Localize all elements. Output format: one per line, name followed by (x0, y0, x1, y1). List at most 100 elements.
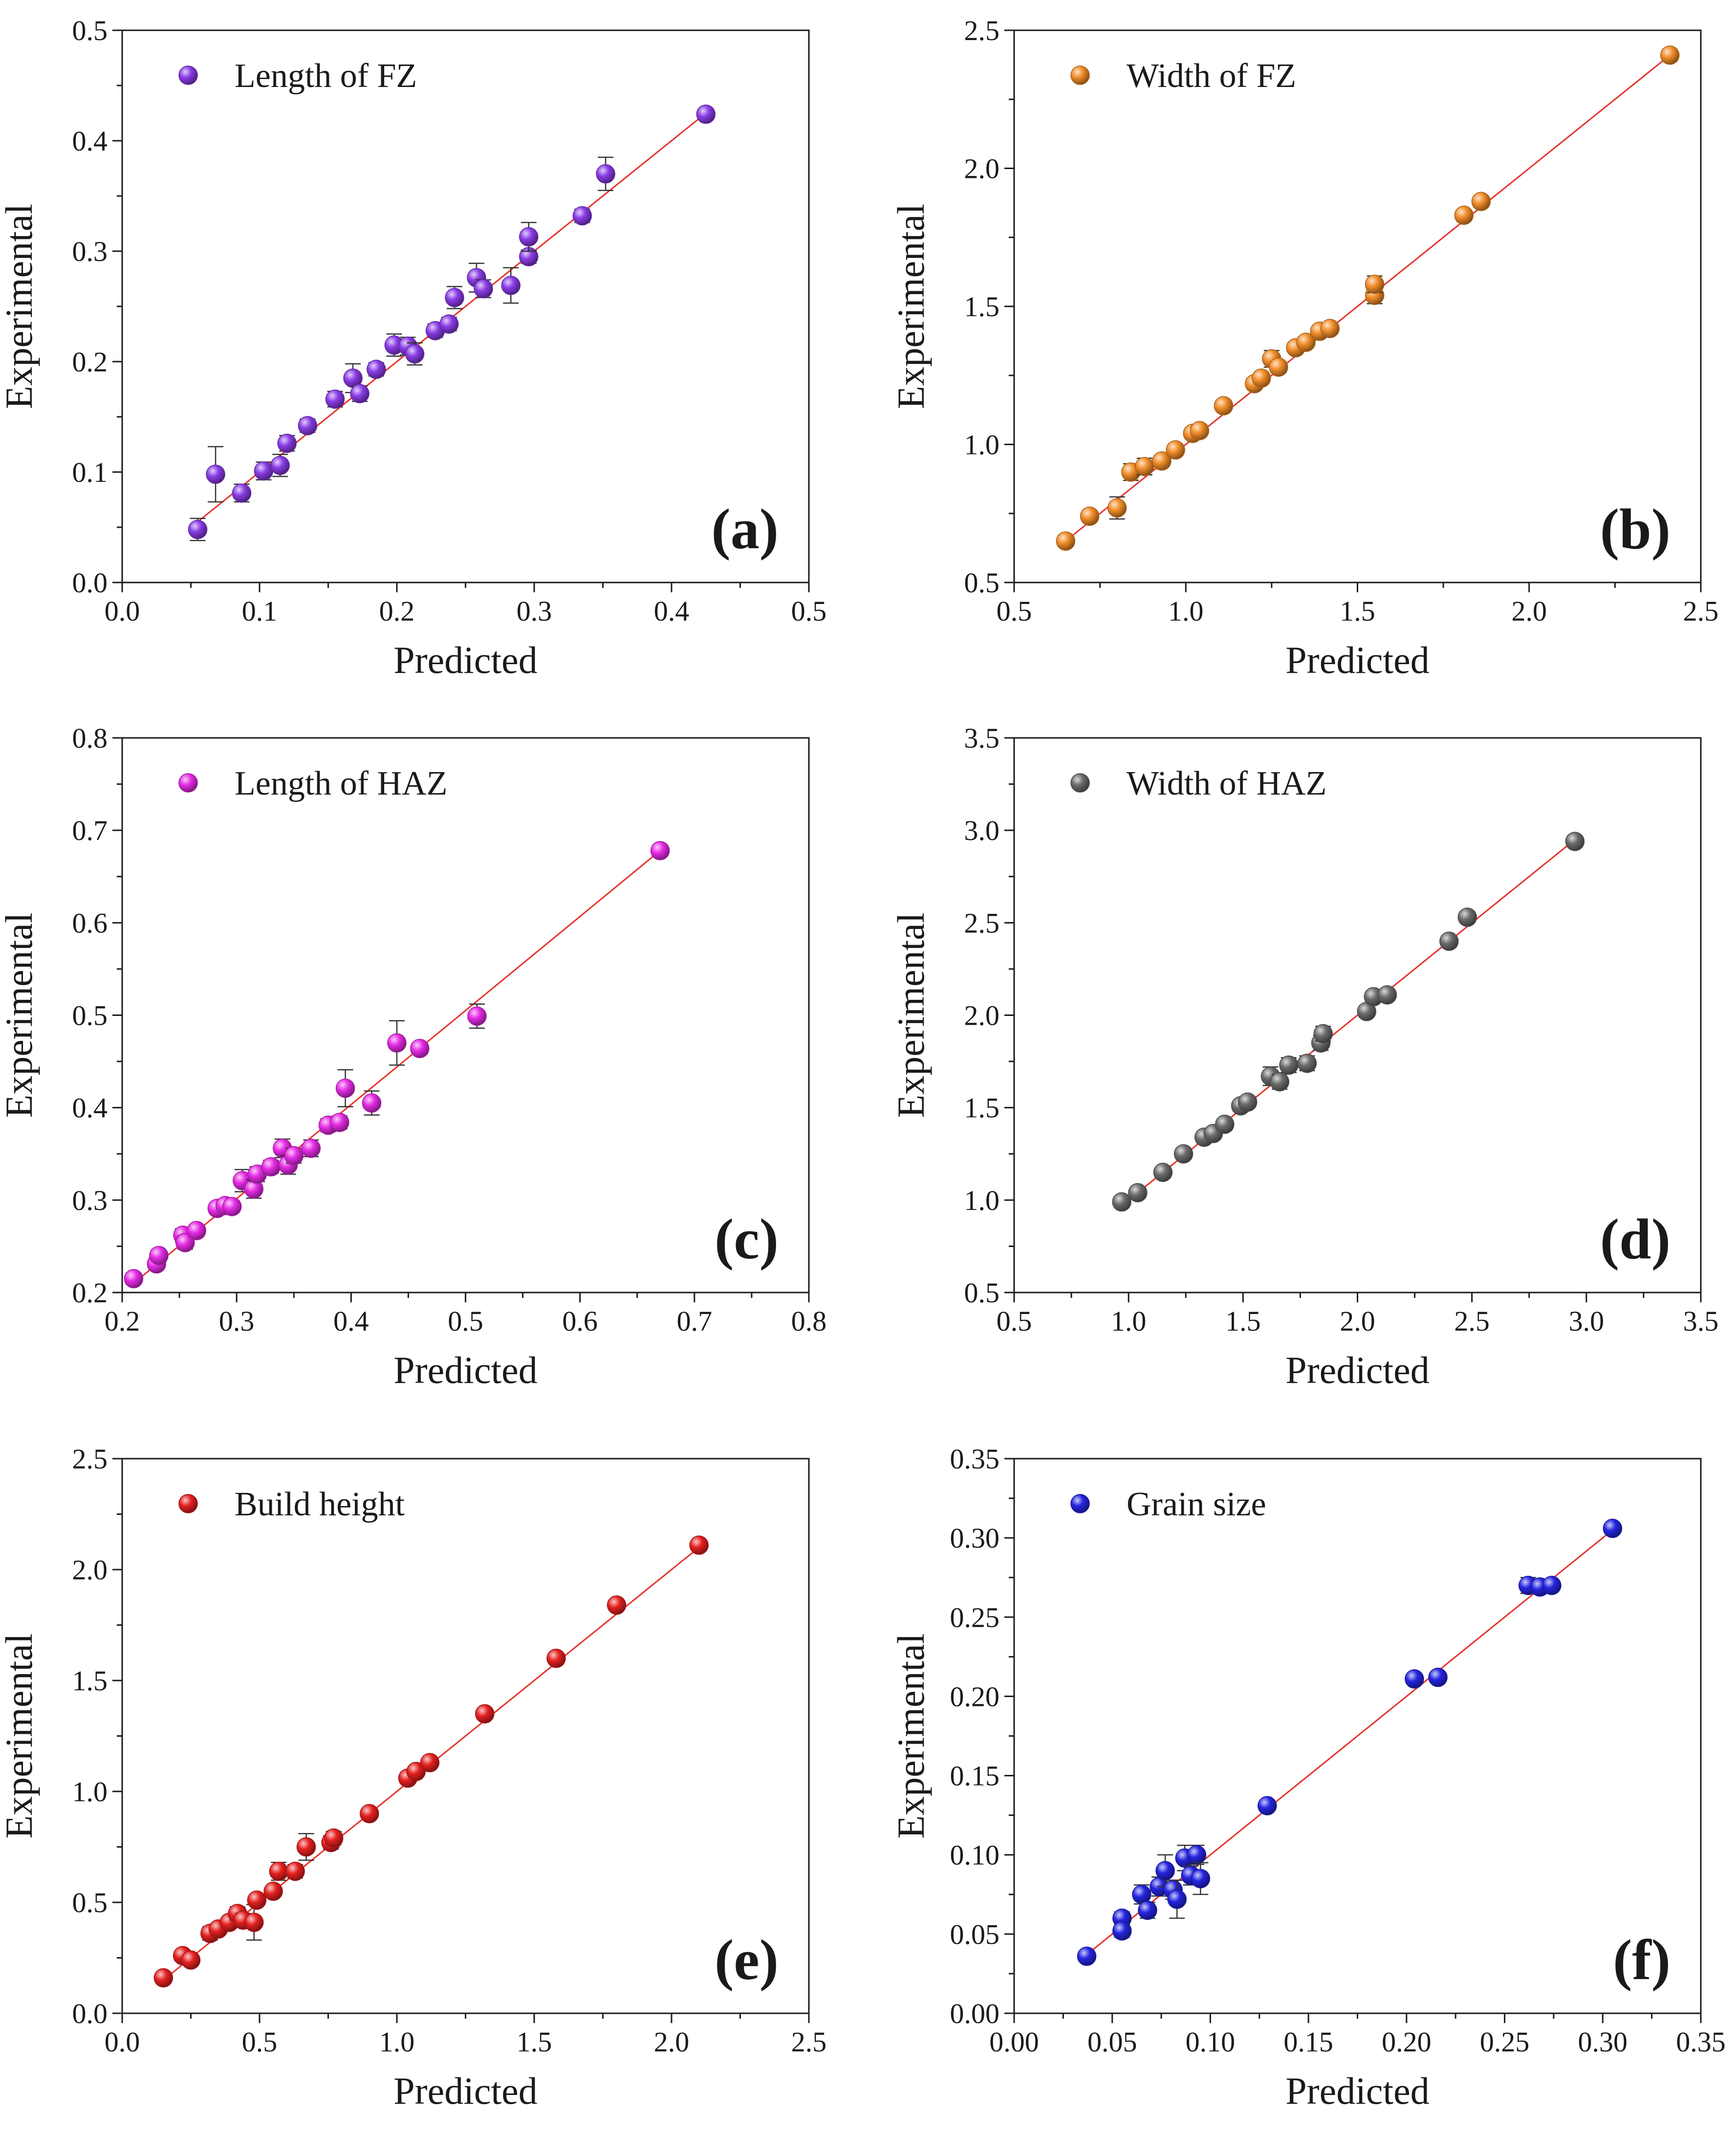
x-tick-label: 1.0 (1111, 1305, 1147, 1337)
data-point (296, 1837, 316, 1857)
y-tick-label: 2.0 (964, 153, 1000, 185)
data-point (181, 1950, 201, 1970)
data-point (270, 455, 290, 475)
data-point (206, 464, 225, 484)
data-point (367, 360, 386, 379)
y-tick-label: 0.1 (72, 456, 108, 488)
y-tick-label: 2.0 (72, 1554, 108, 1586)
data-point (360, 1804, 379, 1824)
x-tick-label: 3.5 (1683, 1305, 1719, 1337)
fit-line (1121, 839, 1576, 1207)
panel-label: (f) (1613, 1928, 1671, 1992)
x-tick-label: 0.2 (379, 595, 415, 627)
legend-marker (1070, 1494, 1090, 1513)
chart-panel-1: 0.0 0.1 0.2 0.3 0.4 0.5 0.0 0.1 0.2 0.3 0.4 0.5 Pred… (0, 15, 826, 681)
data-point (1166, 440, 1185, 460)
y-tick-label: 0.2 (72, 346, 108, 378)
x-tick-label: 0.0 (105, 595, 140, 627)
legend-marker (1070, 773, 1090, 793)
x-tick-label: 2.0 (1340, 1305, 1375, 1337)
y-axis-label: Experimental (890, 1633, 932, 1838)
x-tick-label: 0.6 (562, 1305, 598, 1337)
y-tick-label: 1.0 (964, 1185, 1000, 1216)
data-point (420, 1753, 440, 1772)
data-point (124, 1269, 144, 1289)
x-tick-label: 2.5 (791, 2026, 827, 2058)
x-tick-label: 0.3 (517, 595, 552, 627)
data-point (501, 276, 521, 295)
y-tick-label: 0.35 (950, 1443, 1000, 1475)
x-tick-label: 3.0 (1569, 1305, 1605, 1337)
data-point (1077, 1946, 1097, 1966)
data-point (261, 1157, 281, 1177)
data-point (1457, 907, 1477, 927)
y-tick-label: 0.3 (72, 1185, 108, 1216)
data-point (474, 279, 493, 299)
data-point (387, 1033, 407, 1053)
x-tick-label: 0.4 (654, 595, 690, 627)
data-point (1660, 45, 1680, 65)
data-point (263, 1881, 283, 1901)
data-point (284, 1146, 304, 1165)
y-tick-label: 0.5 (964, 567, 1000, 599)
data-point (475, 1704, 495, 1724)
x-tick-label: 0.5 (448, 1305, 483, 1337)
chart-panel-6: 0.00 0.05 0.10 0.15 0.20 0.25 0.30 0.35 0.00 0.05… (890, 1443, 1726, 2112)
y-tick-label: 2.5 (964, 15, 1000, 46)
legend-marker (178, 65, 198, 85)
x-tick-label: 0.35 (1676, 2026, 1726, 2058)
data-point (254, 461, 274, 481)
panel-label: (a) (711, 497, 779, 561)
legend-label: Build height (235, 1486, 405, 1523)
data-point (1215, 1114, 1235, 1134)
panel-label: (b) (1600, 497, 1671, 561)
x-axis-label: Predicted (393, 639, 538, 681)
x-tick-label: 0.1 (242, 595, 278, 627)
data-point (175, 1233, 195, 1252)
y-tick-label: 1.0 (964, 429, 1000, 461)
data-point (222, 1197, 242, 1216)
legend-label: Width of FZ (1127, 57, 1296, 95)
y-tick-label: 2.0 (964, 1000, 1000, 1032)
x-tick-label: 0.5 (997, 595, 1032, 627)
x-axis-label: Predicted (1285, 639, 1430, 681)
chart-panel-4: 0.5 1.0 1.5 2.0 2.5 3.0 3.5 0.5 1.0 1.5 2.0 2.5 3.0 3… (890, 722, 1718, 1391)
x-tick-label: 2.0 (1512, 595, 1547, 627)
y-tick-label: 2.5 (964, 907, 1000, 939)
panel-label: (d) (1600, 1207, 1671, 1271)
data-point (1258, 1796, 1277, 1815)
x-axis-label: Predicted (393, 1349, 538, 1391)
x-tick-label: 0.7 (677, 1305, 713, 1337)
data-point (467, 1006, 487, 1026)
x-tick-label: 2.0 (654, 2026, 690, 2058)
x-axis-label: Predicted (1285, 1349, 1430, 1391)
x-tick-label: 0.5 (791, 595, 827, 627)
data-point (1270, 1072, 1290, 1092)
y-tick-label: 1.0 (72, 1776, 108, 1808)
x-tick-label: 0.15 (1283, 2026, 1333, 2058)
data-point (1320, 319, 1340, 338)
y-axis-label: Experimental (0, 1633, 40, 1838)
y-tick-label: 0.4 (72, 125, 108, 157)
data-point (1191, 1869, 1211, 1889)
y-tick-label: 0.00 (950, 1998, 1000, 2029)
data-point (232, 483, 252, 503)
y-tick-label: 0.0 (72, 567, 108, 599)
data-point (1155, 1861, 1175, 1880)
data-point (1603, 1518, 1623, 1538)
data-point (330, 1113, 349, 1132)
y-tick-label: 0.15 (950, 1760, 1000, 1792)
data-point (325, 389, 345, 409)
data-point (445, 288, 464, 307)
chart-panel-5: 0.0 0.5 1.0 1.5 2.0 2.5 0.0 0.5 1.0 1.5 2.0 2.5 Pred… (0, 1443, 826, 2112)
y-tick-label: 0.10 (950, 1839, 1000, 1871)
data-point (1252, 368, 1271, 388)
data-point (153, 1968, 174, 1988)
x-axis-label: Predicted (1285, 2069, 1430, 2112)
data-point (1565, 832, 1585, 851)
data-point (689, 1535, 709, 1555)
data-point (1454, 205, 1474, 225)
data-point (1112, 1192, 1131, 1212)
data-point (247, 1890, 267, 1910)
